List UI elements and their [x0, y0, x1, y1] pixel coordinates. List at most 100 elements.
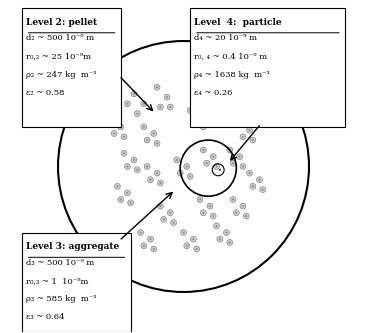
- Circle shape: [215, 225, 218, 227]
- Circle shape: [227, 107, 233, 113]
- Circle shape: [159, 205, 161, 207]
- Circle shape: [118, 124, 124, 130]
- Circle shape: [192, 238, 195, 240]
- FancyBboxPatch shape: [22, 232, 131, 332]
- Circle shape: [257, 177, 262, 183]
- Circle shape: [146, 139, 148, 141]
- Circle shape: [237, 121, 243, 127]
- Circle shape: [219, 238, 221, 240]
- Circle shape: [260, 186, 266, 192]
- Circle shape: [148, 236, 153, 242]
- Circle shape: [110, 119, 112, 121]
- Circle shape: [187, 173, 193, 179]
- Circle shape: [120, 126, 122, 128]
- Circle shape: [190, 121, 196, 127]
- Circle shape: [164, 94, 170, 100]
- Circle shape: [154, 84, 160, 90]
- Text: ρ₄ ~ 1638 kg  m⁻³: ρ₄ ~ 1638 kg m⁻³: [194, 71, 270, 79]
- Circle shape: [124, 101, 130, 107]
- Circle shape: [161, 216, 167, 222]
- Circle shape: [215, 166, 218, 167]
- Circle shape: [206, 162, 208, 164]
- Circle shape: [143, 126, 145, 128]
- Circle shape: [141, 124, 147, 130]
- Circle shape: [153, 248, 155, 250]
- Circle shape: [136, 113, 138, 115]
- Circle shape: [146, 166, 148, 167]
- Circle shape: [192, 123, 195, 125]
- Circle shape: [242, 205, 244, 207]
- Circle shape: [134, 167, 140, 173]
- Circle shape: [166, 96, 168, 98]
- Circle shape: [197, 196, 203, 202]
- Circle shape: [131, 91, 137, 97]
- Circle shape: [121, 150, 127, 156]
- Circle shape: [126, 192, 128, 194]
- Circle shape: [151, 246, 157, 252]
- Circle shape: [159, 106, 161, 108]
- Circle shape: [144, 164, 150, 169]
- Circle shape: [156, 143, 158, 145]
- Circle shape: [197, 114, 203, 120]
- Circle shape: [237, 154, 243, 160]
- Circle shape: [240, 134, 246, 140]
- Circle shape: [245, 215, 247, 217]
- Circle shape: [229, 109, 231, 111]
- Text: ρ₂ ~ 247 kg  m⁻³: ρ₂ ~ 247 kg m⁻³: [26, 71, 96, 79]
- Text: ε₃ ~ 0.64: ε₃ ~ 0.64: [26, 313, 64, 321]
- Circle shape: [176, 159, 178, 161]
- Text: Level 3: aggregate: Level 3: aggregate: [26, 242, 119, 251]
- Circle shape: [227, 147, 233, 153]
- Circle shape: [225, 100, 228, 102]
- Circle shape: [139, 231, 142, 233]
- Circle shape: [204, 160, 210, 166]
- Circle shape: [169, 106, 171, 108]
- Circle shape: [143, 103, 145, 105]
- Circle shape: [123, 136, 125, 138]
- Circle shape: [250, 183, 256, 189]
- Circle shape: [58, 41, 309, 292]
- Circle shape: [247, 170, 252, 176]
- Circle shape: [136, 169, 138, 171]
- Circle shape: [131, 157, 137, 163]
- Circle shape: [116, 185, 119, 187]
- Circle shape: [229, 149, 231, 151]
- Circle shape: [169, 212, 171, 214]
- Circle shape: [141, 101, 147, 107]
- Circle shape: [157, 180, 163, 186]
- Circle shape: [167, 104, 173, 110]
- Circle shape: [202, 149, 204, 151]
- Circle shape: [149, 179, 152, 181]
- Circle shape: [151, 131, 157, 137]
- Circle shape: [186, 245, 188, 247]
- Circle shape: [186, 166, 188, 167]
- Circle shape: [133, 93, 135, 95]
- Circle shape: [134, 111, 140, 117]
- FancyBboxPatch shape: [190, 8, 345, 127]
- Circle shape: [163, 218, 165, 220]
- Circle shape: [130, 202, 132, 204]
- Circle shape: [225, 231, 228, 233]
- Text: Level  4:  particle: Level 4: particle: [194, 18, 282, 27]
- Circle shape: [248, 129, 251, 131]
- Circle shape: [199, 198, 201, 200]
- Circle shape: [202, 212, 204, 214]
- Circle shape: [108, 117, 114, 123]
- Circle shape: [214, 223, 219, 229]
- Circle shape: [184, 243, 190, 249]
- Circle shape: [172, 222, 175, 224]
- Circle shape: [124, 164, 130, 169]
- Circle shape: [181, 229, 186, 235]
- Circle shape: [184, 164, 190, 169]
- Circle shape: [212, 215, 214, 217]
- Circle shape: [120, 198, 122, 200]
- Circle shape: [242, 166, 244, 167]
- Circle shape: [189, 109, 191, 111]
- Circle shape: [219, 168, 221, 171]
- Circle shape: [243, 213, 249, 219]
- Circle shape: [157, 203, 163, 209]
- Circle shape: [239, 156, 241, 158]
- Circle shape: [153, 133, 155, 135]
- Circle shape: [227, 239, 233, 245]
- Circle shape: [138, 229, 143, 235]
